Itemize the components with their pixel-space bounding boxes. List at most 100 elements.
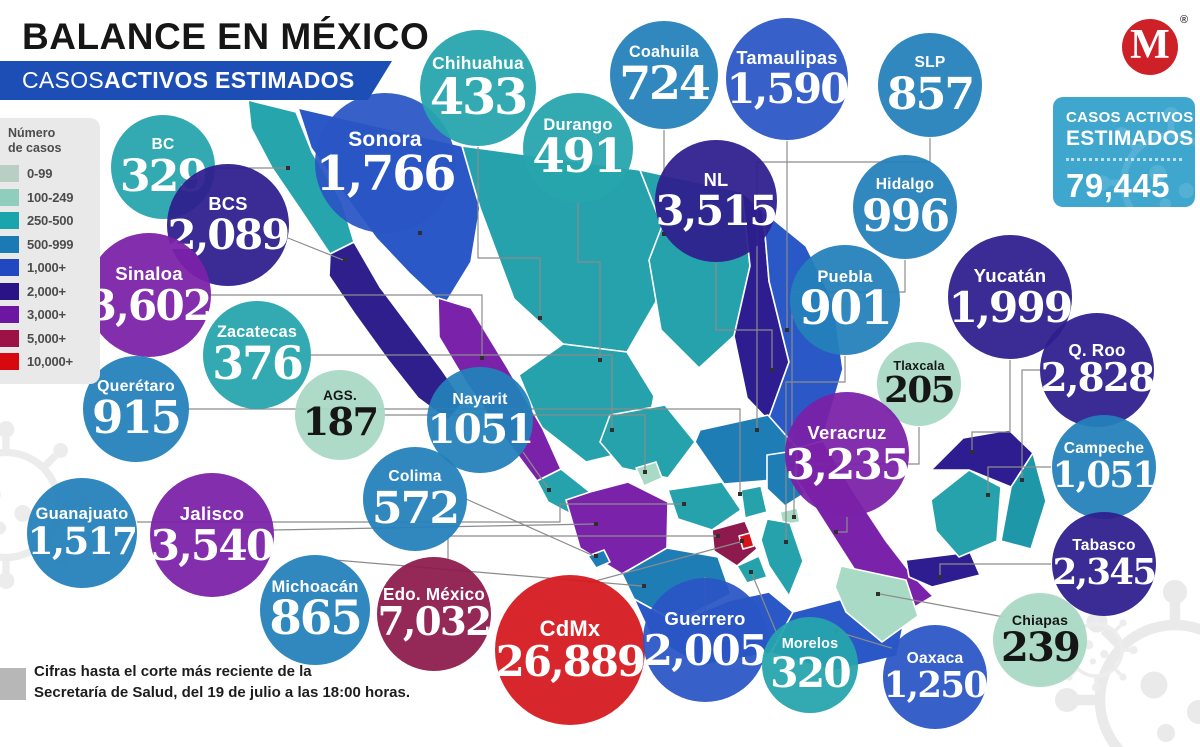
summary-line2: ESTIMADOS — [1066, 127, 1194, 150]
state-bubble-label: Chihuahua — [432, 52, 524, 73]
state-bubble-value: 3,515 — [655, 186, 779, 236]
state-bubble-label: Veracruz — [807, 421, 887, 443]
state-bubble-value: 2,345 — [1052, 551, 1157, 593]
state-bubble-value: 491 — [532, 129, 625, 185]
state-bubble-value: 205 — [884, 369, 955, 412]
state-bubble-label: CdMx — [539, 616, 601, 642]
legend-label: 100-249 — [27, 189, 74, 205]
state-bubble-label: Chiapas — [1011, 611, 1069, 628]
state-bubble-label: Puebla — [817, 267, 873, 286]
summary-line1: CASOS ACTIVOS — [1066, 109, 1194, 126]
state-bubble-camp: Campeche 1,051 — [1052, 415, 1157, 519]
legend-swatch — [0, 212, 19, 230]
legend-swatch — [0, 235, 19, 253]
state-bubble-oax: Oaxaca 1,250 — [883, 625, 988, 729]
state-bubble-col: Colima 572 — [363, 447, 467, 551]
state-bubble-label: Sonora — [348, 127, 422, 151]
state-bubble-value: 724 — [619, 56, 711, 111]
state-bubble-qroo: Q. Roo 2,828 — [1040, 313, 1155, 427]
state-bubble-value: 857 — [886, 67, 975, 120]
milenio-logo-letter: M — [1130, 22, 1170, 68]
state-bubble-label: Tlaxcala — [893, 358, 945, 373]
legend-title: Número de casos — [8, 126, 62, 155]
state-bubble-label: Querétaro — [97, 377, 175, 395]
state-bubble-chis: Chiapas 239 — [993, 593, 1087, 687]
legend-item: 0-99 — [0, 162, 94, 186]
subtitle-regular: CASOS — [22, 67, 105, 93]
state-bubble-cdmx: CdMx 26,889 — [495, 575, 646, 725]
state-bubble-label: NL — [703, 169, 729, 191]
state-bubble-value: 1,051 — [1052, 454, 1157, 496]
state-bubble-value: 433 — [429, 68, 528, 127]
state-bubble-label: Nayarit — [452, 390, 508, 408]
state-bubble-dgo: Durango 491 — [523, 93, 633, 203]
legend-label: 0-99 — [27, 166, 53, 182]
legend-item: 3,000+ — [0, 303, 94, 327]
state-bubble-value: 1,590 — [726, 64, 850, 114]
state-bubble-chih: Chihuahua 433 — [420, 30, 536, 146]
state-bubble-value: 320 — [770, 648, 851, 697]
state-bubble-hgo: Hidalgo 996 — [853, 155, 957, 259]
state-bubble-label: Colima — [388, 468, 442, 486]
legend-items: 0-99 100-249 250-500 500-999 1,000+ 2,000+ 3,0… — [0, 162, 94, 374]
state-bubble-gro: Guerrero 2,005 — [643, 578, 769, 702]
state-bubble-value: 901 — [799, 281, 892, 337]
summary-divider — [1066, 158, 1182, 161]
state-bubble-value: 3,235 — [785, 439, 911, 490]
state-bubble-ver: Veracruz 3,235 — [785, 392, 911, 516]
state-bubble-yuc: Yucatán 1,999 — [948, 235, 1074, 359]
legend-label: 3,000+ — [27, 307, 66, 323]
legend-swatch — [0, 282, 19, 300]
state-bubble-mich: Michoacán 865 — [260, 555, 370, 665]
legend-swatch — [0, 329, 19, 347]
state-bubble-value: 572 — [371, 481, 460, 534]
state-bubble-qro: Querétaro 915 — [83, 356, 189, 462]
legend-label: 250-500 — [27, 213, 74, 229]
legend-item: 250-500 — [0, 209, 94, 233]
state-bubble-label: Jalisco — [179, 502, 245, 524]
state-bubble-value: 1051 — [427, 404, 534, 453]
state-bubble-value: 915 — [92, 390, 182, 444]
state-bubble-value: 865 — [269, 591, 362, 647]
page-title: BALANCE EN MÉXICO — [22, 16, 429, 58]
legend-item: 100-249 — [0, 186, 94, 210]
state-bubble-value: 3,602 — [87, 280, 213, 331]
state-bubble-value: 2,005 — [643, 625, 769, 676]
state-bubble-value: 239 — [1001, 624, 1081, 672]
title-regular: BALANCE EN — [22, 16, 281, 57]
state-bubble-label: AGS. — [323, 388, 357, 404]
legend: Número de casos 0-99 100-249 250-500 500-99… — [0, 118, 100, 384]
summary-total: 79,445 — [1066, 167, 1170, 204]
state-bubble-label: BCS — [208, 193, 248, 215]
state-bubble-label: Q. Roo — [1068, 341, 1126, 361]
state-bubble-mor: Morelos 320 — [762, 617, 858, 713]
state-bubble-coah: Coahuila 724 — [610, 21, 718, 129]
state-bubble-son: Sonora 1,766 — [315, 93, 456, 233]
legend-item: 2,000+ — [0, 280, 94, 304]
legend-item: 1,000+ — [0, 256, 94, 280]
legend-label: 10,000+ — [27, 354, 73, 370]
state-bubble-label: Tamaulipas — [736, 47, 838, 69]
state-bubble-sin: Sinaloa 3,602 — [87, 233, 213, 357]
state-bubble-value: 996 — [861, 189, 950, 242]
state-bubble-value: 3,540 — [150, 520, 276, 571]
state-bubble-value: 1,517 — [27, 519, 138, 564]
state-bubble-label: Hidalgo — [875, 176, 935, 194]
state-bubble-tab: Tabasco 2,345 — [1052, 512, 1157, 616]
state-bubble-gto: Guanajuato 1,517 — [27, 478, 138, 588]
state-bubble-label: Campeche — [1063, 440, 1145, 458]
state-bubble-label: Guanajuato — [35, 504, 129, 523]
title-bold: MÉXICO — [280, 16, 430, 57]
state-bubble-label: Oaxaca — [906, 650, 964, 668]
state-bubble-label: Yucatán — [973, 264, 1047, 286]
legend-label: 500-999 — [27, 236, 74, 252]
state-bubble-slp: SLP 857 — [878, 33, 982, 137]
legend-item: 5,000+ — [0, 327, 94, 351]
state-bubble-jal: Jalisco 3,540 — [150, 473, 276, 597]
legend-item: 10,000+ — [0, 350, 94, 374]
legend-swatch — [0, 259, 19, 277]
state-bubble-edomex: Edo. México 7,032 — [377, 557, 492, 671]
state-bubble-value: 1,999 — [948, 282, 1074, 333]
registered-mark: ® — [1180, 14, 1189, 26]
